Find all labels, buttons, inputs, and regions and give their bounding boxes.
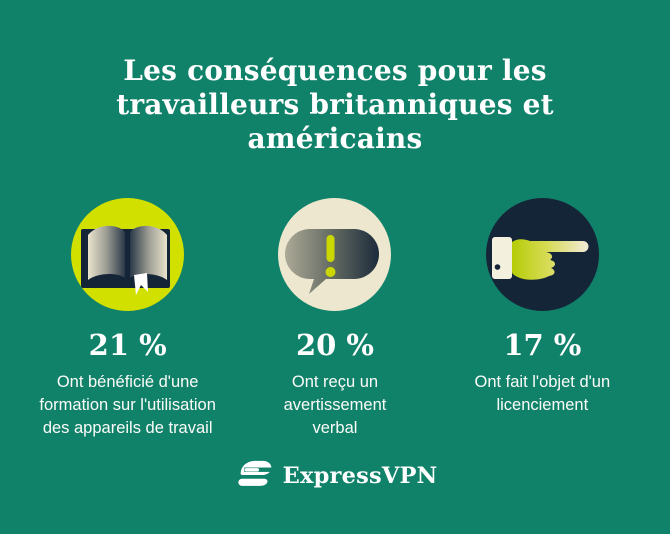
brand-name: ExpressVPN [282,462,438,489]
percent-value: 17 % [503,328,582,362]
stats-row: 21 % Ont bénéficié d'une formation sur l… [0,198,670,440]
percent-value: 21 % [88,328,167,362]
expressvpn-logomark-icon [233,459,274,492]
stat-description: Ont fait l'objet d'un licenciement [474,373,611,414]
stat-column-warning: 20 % Ont reçu un avertissement verbal [231,198,438,440]
stat-description: Ont bénéficié d'une formation sur l'util… [39,373,216,437]
stat-column-training: 21 % Ont bénéficié d'une formation sur l… [24,198,231,440]
stat-circle [71,198,185,311]
open-book-icon [71,198,184,311]
pointing-hand-icon [486,198,599,311]
stat-circle [485,198,599,311]
percent-value: 20 % [295,328,374,362]
stat-circle [278,198,392,311]
stat-description: Ont reçu un avertissement verbal [283,373,387,437]
stat-column-dismissal: 17 % Ont fait l'objet d'un licenciement [439,198,646,440]
speech-bubble-exclamation-icon [278,198,391,311]
page-title: Les conséquences pour les travailleurs b… [116,54,554,155]
brand-logo: ExpressVPN [233,459,438,492]
